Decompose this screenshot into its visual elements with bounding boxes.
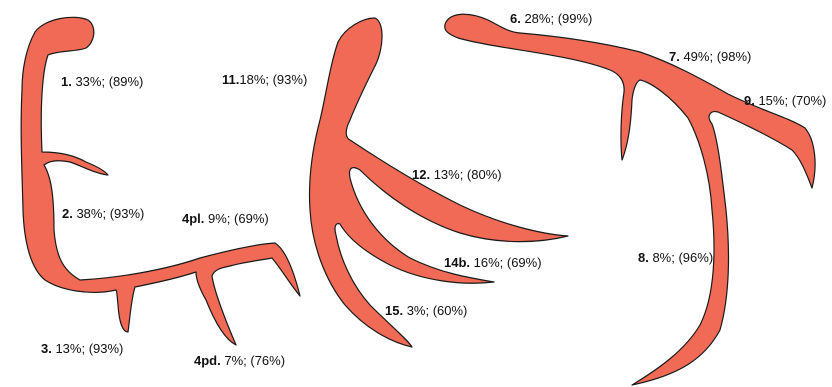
circumflex-vessel bbox=[308, 17, 569, 348]
lad-vessel bbox=[444, 13, 816, 386]
label-segment-15: 15. 3%; (60%) bbox=[385, 303, 468, 318]
label-segment-14b: 14b. 16%; (69%) bbox=[444, 255, 542, 270]
label-segment-12: 12. 13%; (80%) bbox=[412, 167, 502, 182]
right-coronary-vessel bbox=[20, 16, 301, 346]
label-segment-4pd: 4pd. 7%; (76%) bbox=[194, 353, 286, 368]
label-segment-1: 1. 33%; (89%) bbox=[61, 74, 144, 89]
label-segment-4pl: 4pl. 9%; (69%) bbox=[182, 211, 269, 226]
label-segment-11: 11.18%; (93%) bbox=[222, 72, 308, 87]
label-segment-3: 3. 13%; (93%) bbox=[41, 341, 124, 356]
label-segment-8: 8. 8%; (96%) bbox=[638, 250, 714, 265]
label-segment-6: 6. 28%; (99%) bbox=[510, 11, 593, 26]
label-segment-2: 2. 38%; (93%) bbox=[62, 206, 145, 221]
label-segment-9: 9. 15%; (70%) bbox=[744, 93, 827, 108]
label-segment-7: 7. 49%; (98%) bbox=[669, 49, 752, 64]
